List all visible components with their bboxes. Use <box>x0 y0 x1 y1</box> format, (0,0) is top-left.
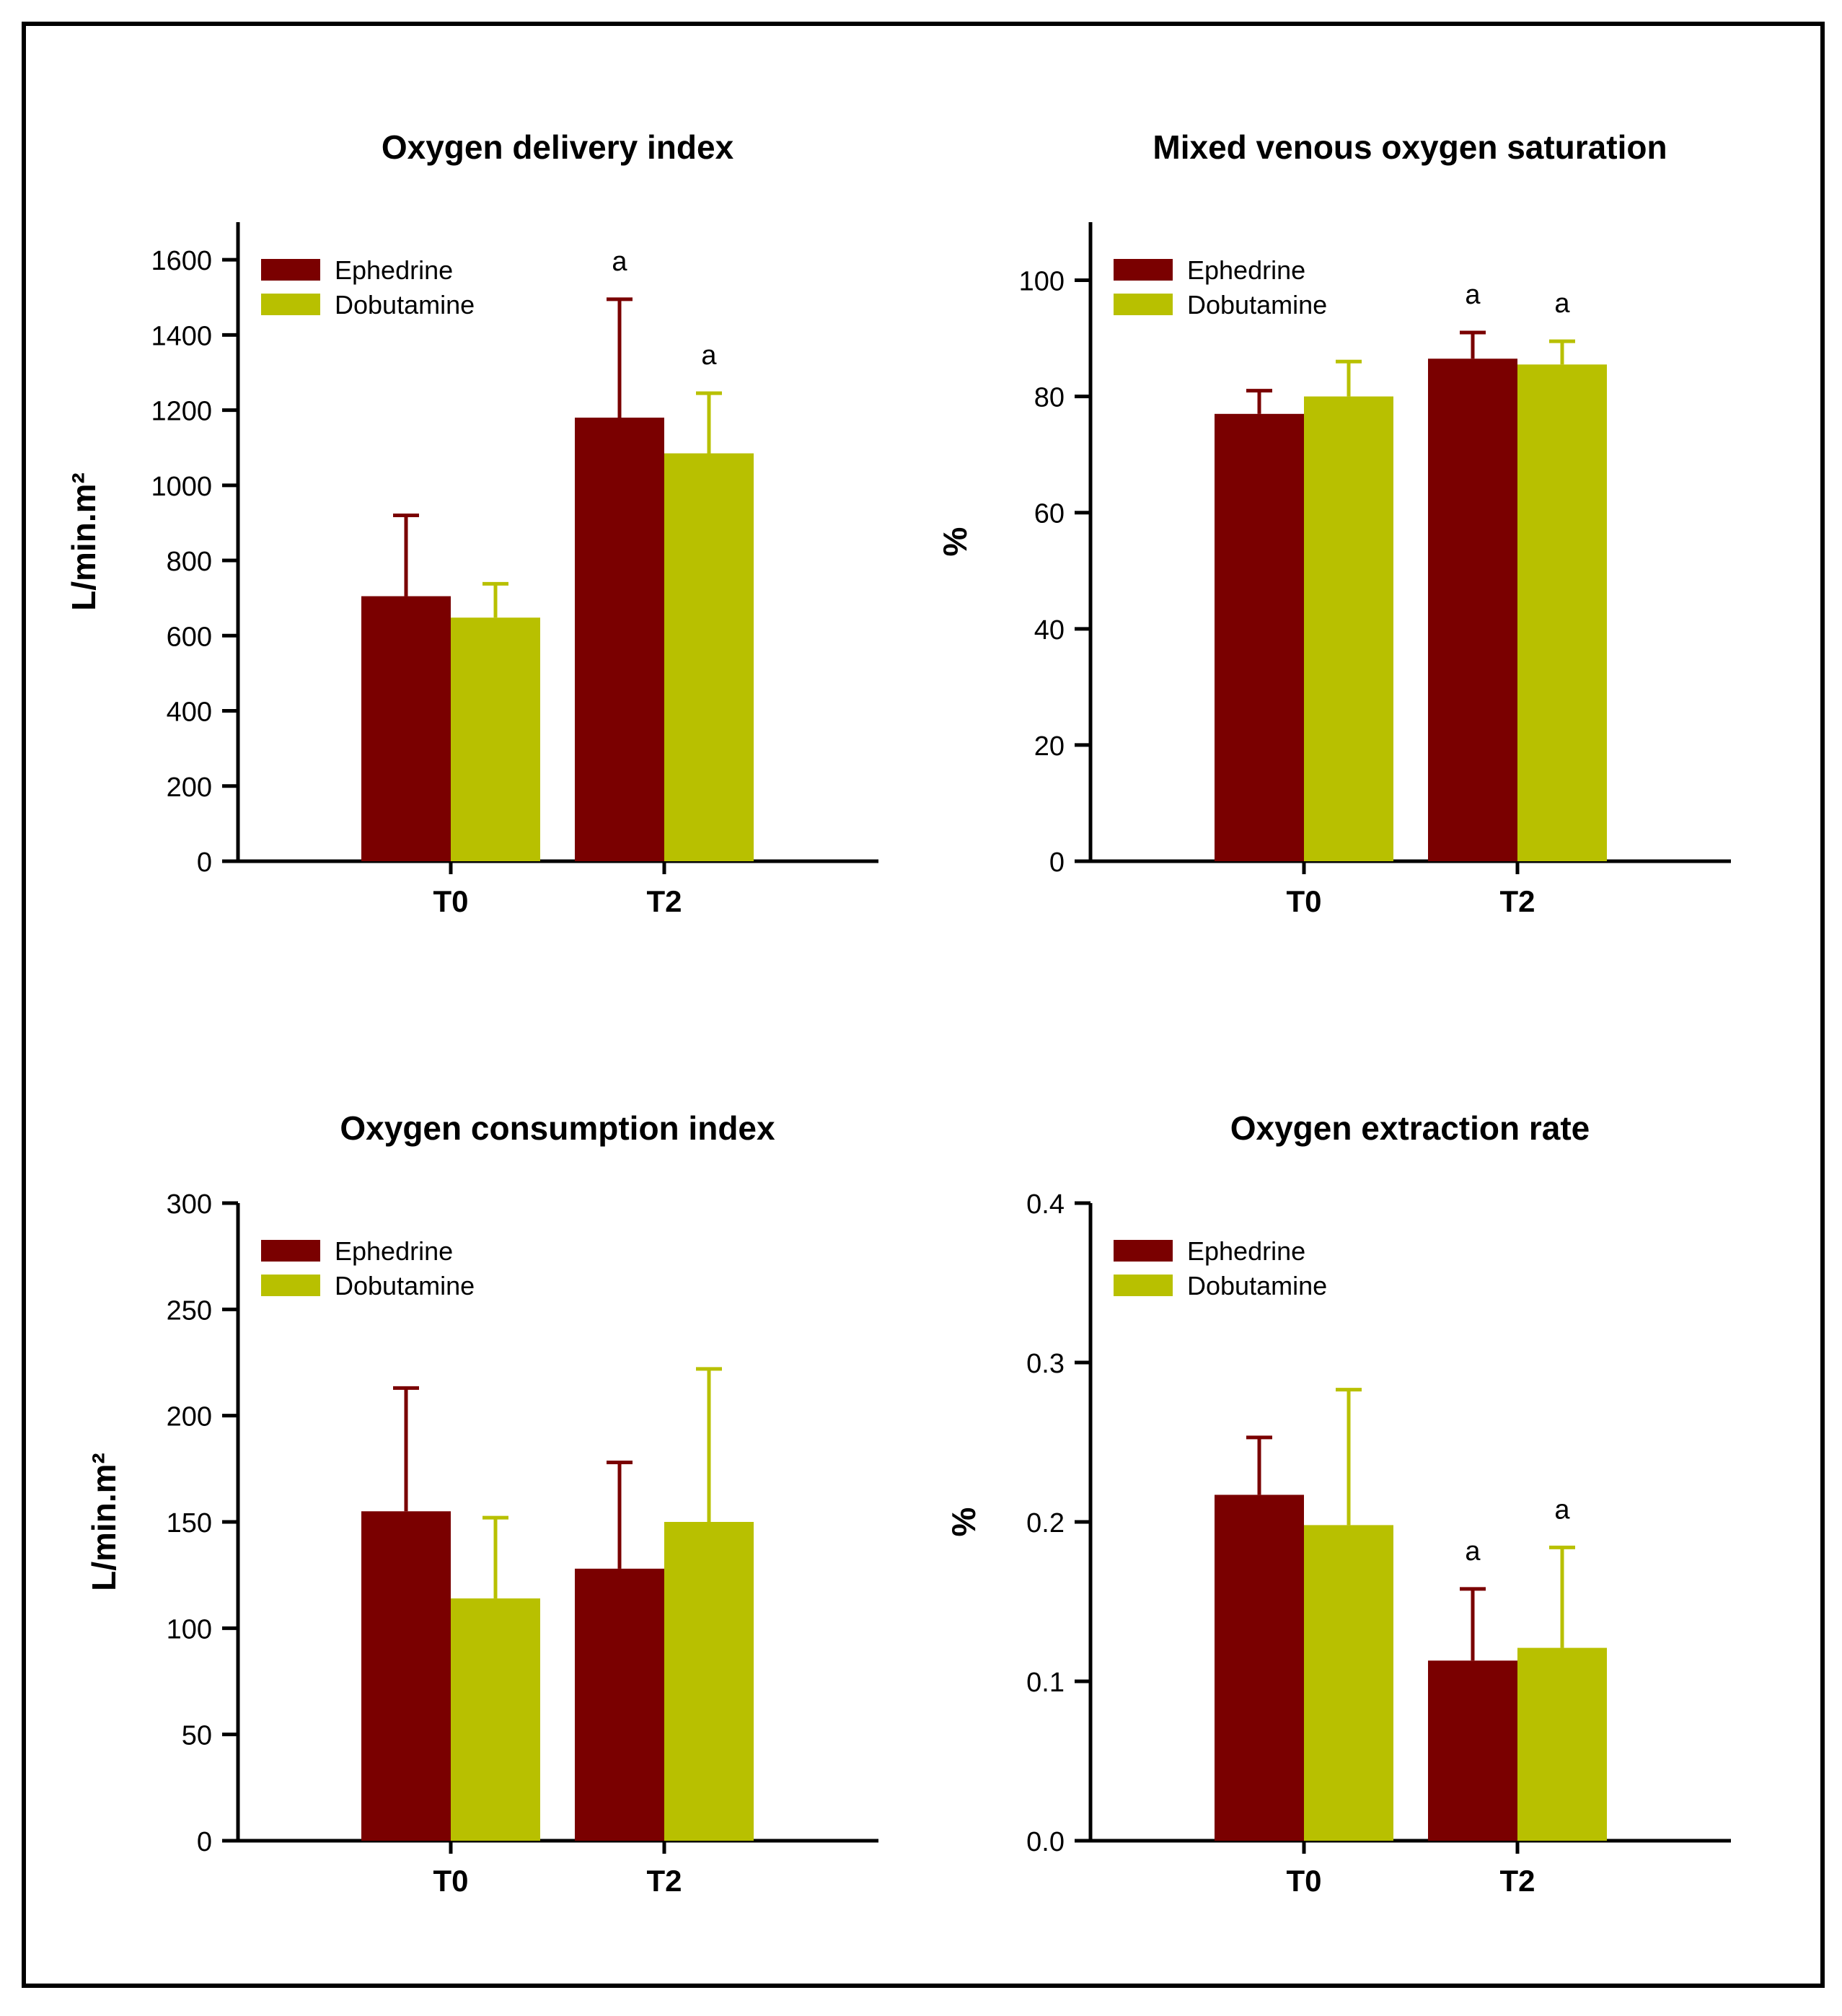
y-tick-label: 40 <box>1034 615 1065 646</box>
legend-label: Ephedrine <box>1187 255 1305 285</box>
y-tick-label: 0.0 <box>1026 1827 1065 1857</box>
bar-dobutamine <box>1517 1647 1607 1841</box>
y-tick-label: 1000 <box>151 472 212 502</box>
legend-label: Dobutamine <box>1187 290 1327 320</box>
y-tick-label: 0.4 <box>1026 1189 1065 1220</box>
y-tick-label: 400 <box>167 697 212 728</box>
significance-marker: a <box>1554 289 1570 319</box>
y-tick-label: 0 <box>1049 848 1065 878</box>
y-tick-label: 0.1 <box>1026 1668 1065 1698</box>
y-tick-label: 0 <box>197 848 212 878</box>
y-axis-label: % <box>936 527 974 557</box>
legend-label: Dobutamine <box>335 290 475 320</box>
y-tick-label: 0 <box>197 1827 212 1857</box>
bar-ephedrine <box>575 418 664 861</box>
significance-marker: a <box>1465 1536 1481 1567</box>
y-tick-label: 1200 <box>151 397 212 427</box>
chart-title: Oxygen extraction rate <box>1230 1109 1590 1147</box>
legend-label: Dobutamine <box>1187 1271 1327 1300</box>
bar-ephedrine <box>1215 413 1304 861</box>
bar-ephedrine <box>1428 1660 1517 1841</box>
y-tick-label: 80 <box>1034 383 1065 413</box>
chart-title: Oxygen consumption index <box>340 1109 775 1147</box>
y-axis-label: L/min.m² <box>65 472 102 611</box>
significance-marker: a <box>612 247 627 277</box>
x-tick-label: T0 <box>1286 884 1321 918</box>
legend-swatch-ephedrine <box>261 259 320 281</box>
x-tick-label: T2 <box>1499 884 1535 918</box>
bar-ephedrine <box>361 1511 451 1841</box>
y-axis-label: L/min.m² <box>85 1453 123 1591</box>
legend-swatch-ephedrine <box>1114 259 1173 281</box>
x-tick-label: T0 <box>433 1864 468 1898</box>
y-tick-label: 20 <box>1034 731 1065 762</box>
bar-dobutamine <box>1517 364 1607 861</box>
y-tick-label: 0.2 <box>1026 1508 1065 1539</box>
y-axis-label: % <box>945 1507 982 1537</box>
legend-label: Ephedrine <box>335 1236 453 1266</box>
bar-dobutamine <box>1304 396 1393 861</box>
bar-ephedrine <box>1428 358 1517 861</box>
legend-label: Ephedrine <box>335 255 453 285</box>
legend-label: Dobutamine <box>335 1271 475 1300</box>
x-tick-label: T0 <box>433 884 468 918</box>
y-tick-label: 600 <box>167 622 212 652</box>
bar-dobutamine <box>664 453 754 861</box>
y-tick-label: 200 <box>167 772 212 803</box>
x-tick-label: T2 <box>1499 1864 1535 1898</box>
significance-marker: a <box>701 340 717 371</box>
bar-ephedrine <box>575 1568 664 1841</box>
y-tick-label: 200 <box>167 1402 212 1432</box>
y-tick-label: 100 <box>167 1614 212 1645</box>
bar-dobutamine <box>664 1522 754 1841</box>
bar-dobutamine <box>451 617 540 861</box>
y-tick-label: 1600 <box>151 246 212 276</box>
x-tick-label: T2 <box>646 884 682 918</box>
y-tick-label: 50 <box>182 1721 212 1751</box>
y-tick-label: 1400 <box>151 321 212 351</box>
y-tick-label: 150 <box>167 1508 212 1539</box>
y-tick-label: 300 <box>167 1189 212 1220</box>
y-tick-label: 800 <box>167 547 212 577</box>
bar-dobutamine <box>451 1598 540 1841</box>
bar-dobutamine <box>1304 1525 1393 1841</box>
legend-label: Ephedrine <box>1187 1236 1305 1266</box>
y-tick-label: 100 <box>1019 267 1065 297</box>
legend-swatch-dobutamine <box>261 1275 320 1296</box>
x-tick-label: T2 <box>646 1864 682 1898</box>
chart-title: Oxygen delivery index <box>382 128 734 166</box>
bar-ephedrine <box>361 596 451 861</box>
chart-title: Mixed venous oxygen saturation <box>1153 128 1667 166</box>
legend-swatch-ephedrine <box>261 1240 320 1262</box>
significance-marker: a <box>1465 280 1481 310</box>
legend-swatch-ephedrine <box>1114 1240 1173 1262</box>
y-tick-label: 60 <box>1034 499 1065 529</box>
y-tick-label: 0.3 <box>1026 1349 1065 1379</box>
bar-ephedrine <box>1215 1495 1304 1841</box>
legend-swatch-dobutamine <box>261 294 320 315</box>
legend-swatch-dobutamine <box>1114 1275 1173 1296</box>
y-tick-label: 250 <box>167 1295 212 1326</box>
x-tick-label: T0 <box>1286 1864 1321 1898</box>
significance-marker: a <box>1554 1495 1570 1525</box>
legend-swatch-dobutamine <box>1114 294 1173 315</box>
